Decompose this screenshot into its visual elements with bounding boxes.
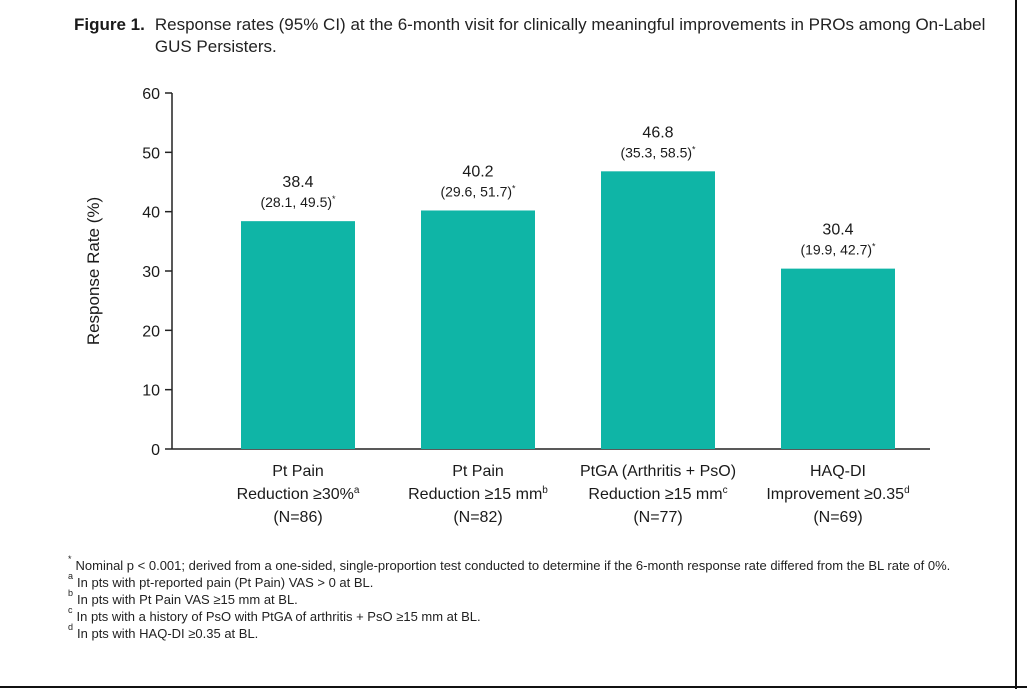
- bar-ci-label: (28.1, 49.5)*: [260, 194, 336, 210]
- bar-ci-label: (35.3, 58.5)*: [620, 144, 696, 160]
- figure-title: Figure 1. Response rates (95% CI) at the…: [74, 14, 1004, 58]
- x-tick-label: (N=69): [813, 509, 862, 526]
- bar-chart: 0 10 20 30 40 50 60 38.4 (28.1, 49.5)* 40.2 (29.6…: [84, 86, 930, 526]
- footnotes: * Nominal p < 0.001; derived from a one-s…: [68, 554, 968, 642]
- footnote-mark: d: [68, 622, 74, 632]
- x-tick-label: (N=82): [453, 509, 502, 526]
- x-tick-label: Reduction ≥30%a: [237, 485, 360, 503]
- y-tick-label: 40: [142, 205, 160, 222]
- footnote: d In pts with HAQ-DI ≥0.35 at BL.: [68, 622, 968, 642]
- y-tick-label: 30: [142, 264, 160, 281]
- x-tick-label: (N=77): [633, 509, 682, 526]
- bar-value-label: 38.4: [282, 174, 313, 191]
- footnote-mark: a: [68, 571, 74, 581]
- figure-label: Figure 1.: [74, 15, 145, 34]
- footnote: b In pts with Pt Pain VAS ≥15 mm at BL.: [68, 588, 968, 608]
- bar-value-label: 40.2: [462, 163, 493, 180]
- footnote: a In pts with pt-reported pain (Pt Pain) …: [68, 571, 968, 591]
- x-tick-label: (N=86): [273, 509, 322, 526]
- footnote-mark: *: [68, 554, 72, 564]
- frame-bottom-border: [0, 686, 1027, 688]
- footnote: * Nominal p < 0.001; derived from a one-s…: [68, 554, 968, 574]
- bar: [781, 268, 895, 449]
- bar-ci-label: (29.6, 51.7)*: [440, 183, 516, 199]
- bar: [421, 210, 535, 449]
- x-tick-label: PtGA (Arthritis + PsO): [580, 463, 736, 480]
- x-axis-labels: Pt Pain Reduction ≥30%a (N=86) Pt Pain Reduc…: [237, 463, 910, 526]
- bar-ci-label: (19.9, 42.7)*: [800, 242, 876, 258]
- x-tick-label: HAQ-DI: [810, 463, 866, 480]
- x-tick-label: Pt Pain: [452, 463, 504, 480]
- footnote: c In pts with a history of PsO with PtGA …: [68, 605, 968, 625]
- footnote-text: In pts with Pt Pain VAS ≥15 mm at BL.: [77, 592, 298, 607]
- y-tick-label: 10: [142, 383, 160, 400]
- bar: [601, 171, 715, 449]
- x-tick-label: Pt Pain: [272, 463, 324, 480]
- y-tick-label: 50: [142, 145, 160, 162]
- y-tick-label: 0: [151, 442, 160, 459]
- footnote-mark: b: [68, 588, 74, 598]
- frame-right-border: [1015, 0, 1017, 689]
- figure-caption: Response rates (95% CI) at the 6-month v…: [154, 15, 986, 56]
- bars-layer: 38.4 (28.1, 49.5)* 40.2 (29.6, 51.7)* 46.8 (3…: [241, 124, 895, 449]
- footnote-text: In pts with pt-reported pain (Pt Pain) V…: [77, 575, 374, 590]
- y-tick-label: 60: [142, 86, 160, 103]
- y-tick-label: 20: [142, 323, 160, 340]
- x-tick-label: Improvement ≥0.35d: [766, 485, 909, 503]
- footnote-text: Nominal p < 0.001; derived from a one-si…: [75, 558, 951, 573]
- x-tick-label: Reduction ≥15 mmc: [588, 485, 727, 503]
- footnote-mark: c: [68, 605, 73, 615]
- bar-value-label: 46.8: [642, 124, 673, 141]
- y-axis-label: Response Rate (%): [84, 197, 103, 345]
- footnote-text: In pts with HAQ-DI ≥0.35 at BL.: [77, 626, 259, 641]
- x-tick-label: Reduction ≥15 mmb: [408, 485, 548, 503]
- footnote-text: In pts with a history of PsO with PtGA o…: [76, 609, 481, 624]
- bar-value-label: 30.4: [822, 222, 853, 239]
- bar: [241, 221, 355, 449]
